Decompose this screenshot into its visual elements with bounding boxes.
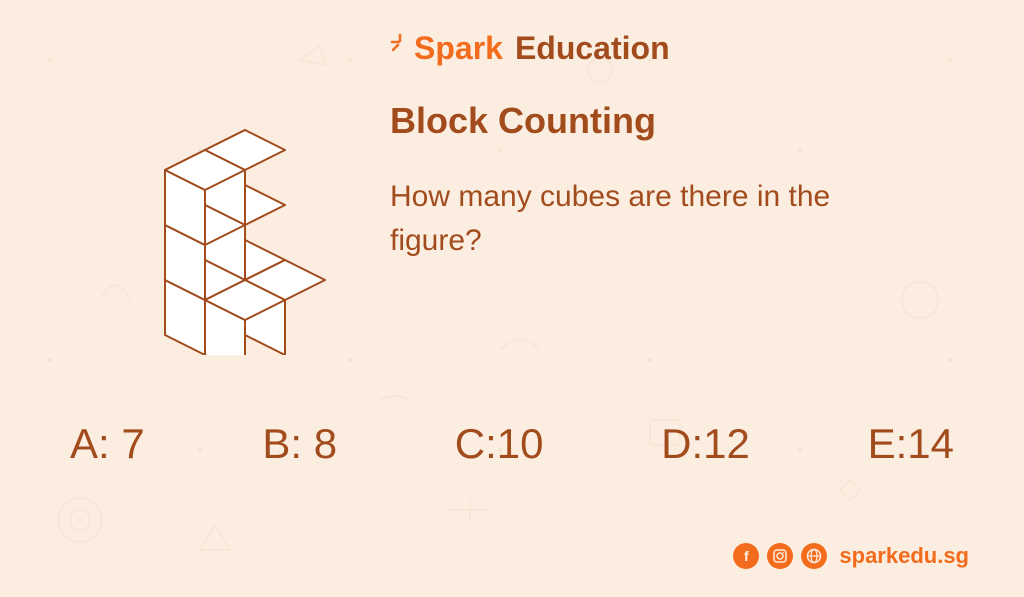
question-text: How many cubes are there in the figure? [390,175,930,262]
brand-logo: Spark Education [390,30,670,67]
answer-option-d[interactable]: D:12 [661,420,750,468]
cube-figure [55,35,355,355]
brand-word-education: Education [515,30,670,67]
instagram-icon[interactable] [767,543,793,569]
footer-url[interactable]: sparkedu.sg [839,543,969,569]
footer: f sparkedu.sg [733,543,969,569]
page-title: Block Counting [390,100,656,142]
facebook-icon[interactable]: f [733,543,759,569]
answer-option-a[interactable]: A: 7 [70,420,145,468]
answer-option-c[interactable]: C:10 [455,420,544,468]
answer-row: A: 7 B: 8 C:10 D:12 E:14 [70,420,954,468]
social-icons: f [733,543,827,569]
answer-option-b[interactable]: B: 8 [262,420,337,468]
spark-icon [390,33,410,53]
answer-option-e[interactable]: E:14 [868,420,954,468]
brand-word-spark: Spark [414,30,503,67]
globe-icon[interactable] [801,543,827,569]
